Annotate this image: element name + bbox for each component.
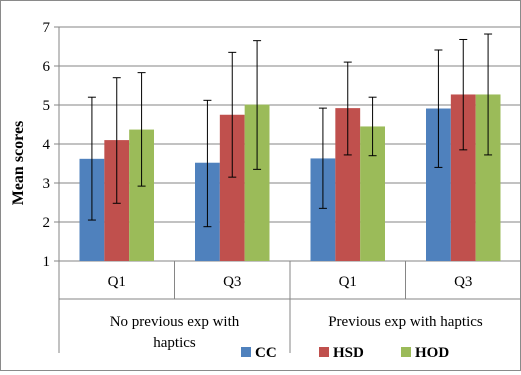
- x-category-label: Q3: [223, 274, 241, 290]
- legend-label-cc: CC: [255, 345, 277, 361]
- y-tick-labels: 1 2 3 4 5 6 7: [43, 20, 51, 270]
- y-tick-label: 6: [43, 59, 51, 75]
- x-group-label: Previous exp with haptics: [328, 314, 483, 330]
- legend-label-hod: HOD: [415, 345, 449, 361]
- x-category-label: Q1: [108, 274, 126, 290]
- y-tick-label: 4: [43, 137, 51, 153]
- y-tick-label: 1: [43, 254, 51, 270]
- x-category-label: Q3: [454, 274, 472, 290]
- y-tick-label: 3: [43, 176, 51, 192]
- legend-label-hsd: HSD: [333, 345, 364, 361]
- y-tick-label: 2: [43, 215, 51, 231]
- legend-swatch-hod: [401, 347, 411, 357]
- x-group-label: No previous exp with haptics: [110, 314, 240, 351]
- x-category-labels: Q1 Q3 Q1 Q3: [108, 274, 473, 290]
- bars: [79, 94, 501, 262]
- legend-swatch-hsd: [319, 347, 329, 357]
- x-category-label: Q1: [339, 274, 357, 290]
- y-tick-label: 5: [43, 98, 51, 114]
- y-tick-label: 7: [43, 20, 51, 36]
- y-axis-label: Mean scores: [10, 121, 27, 206]
- legend-swatch-cc: [241, 347, 251, 357]
- x-group-labels: No previous exp with haptics Previous exp …: [110, 314, 483, 351]
- legend: CC HSD HOD: [241, 345, 449, 361]
- error-bars: [87, 33, 493, 228]
